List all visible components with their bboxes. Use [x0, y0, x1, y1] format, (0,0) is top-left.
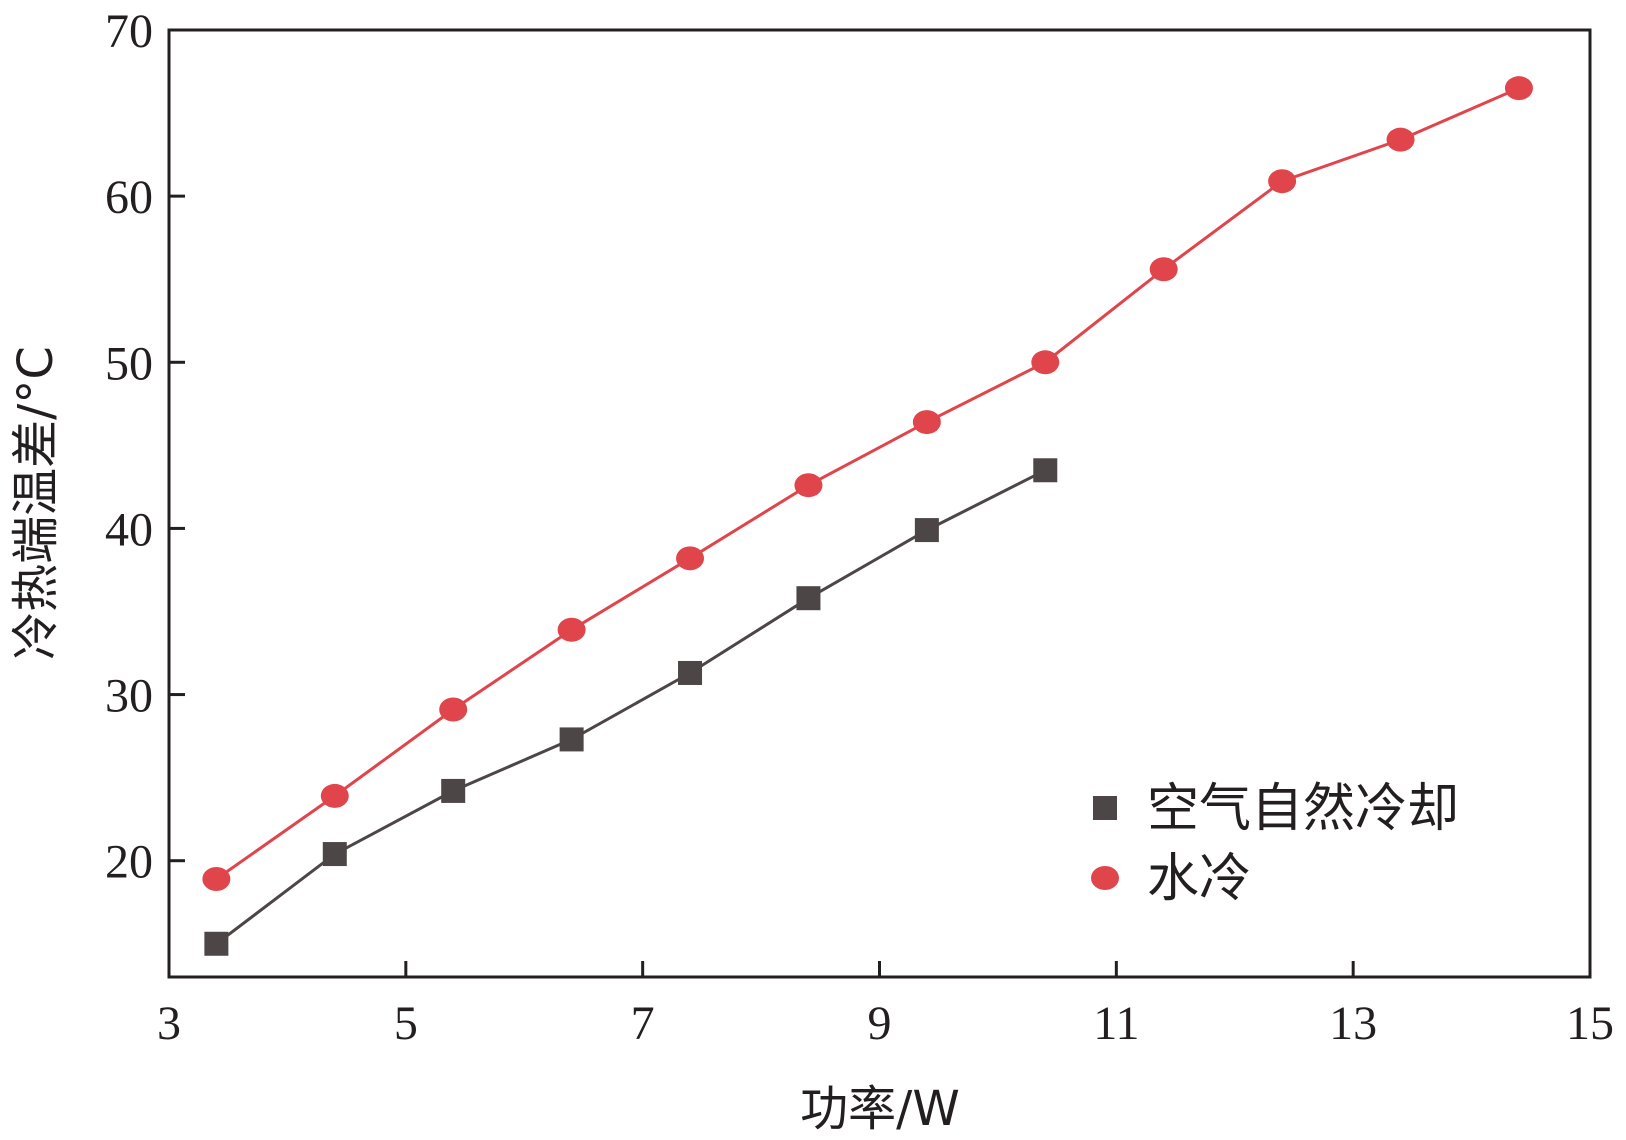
data-point	[678, 660, 703, 685]
y-axis-ticks: 20 30 40 50 60 70	[105, 5, 185, 889]
x-tick-label: 9	[868, 997, 892, 1050]
data-point	[676, 546, 705, 571]
data-point	[912, 410, 941, 435]
data-point	[794, 473, 823, 498]
y-tick-label: 70	[105, 5, 153, 58]
legend-marker	[1091, 866, 1119, 890]
x-tick-label: 3	[157, 997, 181, 1050]
y-tick-label: 30	[105, 670, 153, 723]
x-axis-ticks: 3 5 7 9 11 13 15	[157, 961, 1614, 1050]
data-point	[914, 518, 939, 543]
x-axis-label: 功率/W	[800, 1081, 960, 1137]
data-point	[1033, 458, 1058, 483]
data-point	[1149, 257, 1178, 282]
data-point	[1031, 350, 1060, 375]
data-point	[204, 931, 229, 956]
data-point	[320, 783, 349, 808]
x-tick-label: 13	[1329, 997, 1377, 1050]
data-point	[202, 866, 231, 891]
data-point	[1268, 169, 1297, 194]
y-tick-label: 20	[105, 836, 153, 889]
x-tick-label: 5	[394, 997, 418, 1050]
data-point	[796, 586, 821, 611]
data-point	[1504, 76, 1533, 101]
data-point	[322, 842, 347, 867]
x-tick-label: 15	[1566, 997, 1614, 1050]
data-point	[441, 778, 466, 803]
y-tick-label: 40	[105, 503, 153, 556]
legend-label: 水冷	[1147, 849, 1251, 909]
series-line-1	[215, 86, 1520, 881]
data-point	[559, 727, 584, 752]
data-point	[1386, 127, 1415, 152]
legend-marker	[1093, 796, 1117, 820]
series-layer	[202, 76, 1533, 956]
series-line-0	[215, 468, 1046, 945]
data-point	[557, 617, 586, 642]
data-point	[439, 697, 468, 722]
y-tick-label: 60	[105, 171, 153, 224]
legend-label: 空气自然冷却	[1147, 779, 1459, 839]
x-tick-label: 7	[631, 997, 655, 1050]
x-tick-label: 11	[1093, 997, 1139, 1050]
y-axis-label: 冷热端温差/°C	[8, 346, 64, 660]
y-tick-label: 50	[105, 337, 153, 390]
